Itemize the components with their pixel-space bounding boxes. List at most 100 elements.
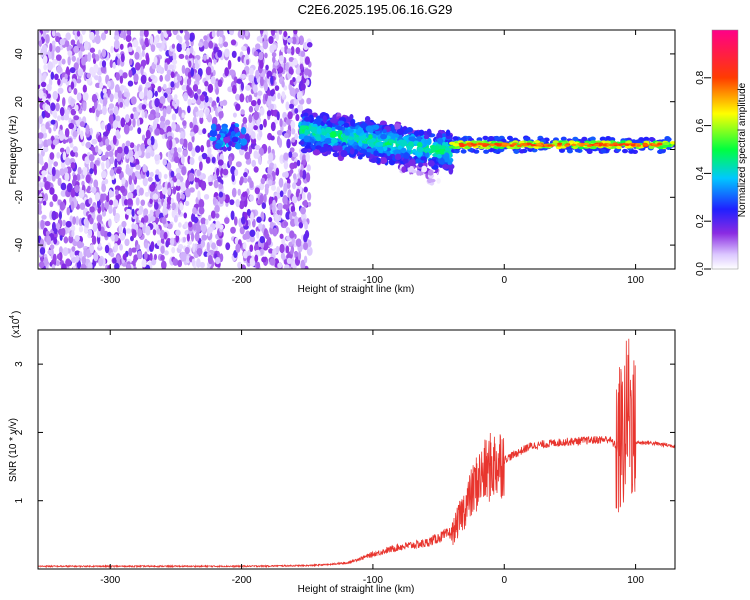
spectrogram-cell [536,143,542,146]
spectrogram-cell [136,209,143,216]
spectrogram-cell [112,199,119,207]
spectrogram-cell [250,137,257,145]
snr-background [38,330,675,569]
spectrogram-cell [304,145,311,149]
spectrogram-x-ticks: -300 -200 -100 0 100 [100,30,644,286]
spectrogram-cell [68,137,73,144]
spectrogram-cell [144,110,148,119]
spectrogram-cell [208,40,214,49]
spectrogram-cell [127,198,133,205]
spectrogram-cell [586,144,592,147]
spectrogram-cell [179,202,184,211]
spectrogram-cell [210,76,216,85]
spectrogram-cell [47,93,51,99]
spectrogram-cell [172,30,179,36]
spectrogram-cell [390,125,395,133]
spectrogram-cell [402,158,409,164]
spectrogram-cell [283,133,289,139]
colorbar-tick-label: 0.0 [695,262,706,276]
spectrogram-cell [146,89,153,100]
spectrogram-cell [47,61,54,71]
spectrogram-cell [156,64,162,74]
spectrogram-cell [64,172,70,182]
spectrogram-cell [303,199,308,208]
spectrogram-cell [281,236,286,245]
spectrogram-cell [89,168,94,175]
spectrogram-cell [230,210,235,221]
spectrogram-cell [154,97,160,108]
spectrogram-cell [106,195,110,203]
spectrogram-cell [109,169,115,177]
spectrogram-cell [181,64,186,74]
spectrogram-cell [186,78,192,86]
spectrogram-cell [348,136,353,141]
spectrogram-cell [140,38,144,47]
spectrogram-cell [177,243,184,250]
spectrogram-cell [149,35,154,45]
spectrogram-cell [137,250,142,260]
spectrogram-cell [97,135,102,143]
spectrogram-cell [51,221,56,232]
spectrogram-cell [203,35,208,41]
spectrogram-cell [157,85,162,93]
spectrogram-cell [244,30,249,37]
spectrogram-cell [277,262,283,269]
spectrogram-cell [355,129,361,136]
spectrogram-cell [294,215,298,226]
spectrogram-cell [302,159,307,166]
spectrogram-cell [194,233,200,240]
spectrogram-cell [283,182,288,192]
spectrogram-cell [78,190,85,199]
spectrogram-cell [41,214,47,220]
spectrogram-cell [72,146,78,153]
spectrogram-cell [184,54,189,60]
spectrogram-cell [601,143,607,147]
spectrogram-cell [149,253,153,261]
spectrogram-cell [82,166,88,172]
spectrogram-cell [79,202,86,211]
spectrogram-cell [188,172,195,182]
spectrogram-cell [534,140,541,144]
spectrogram-cell [273,60,279,66]
spectrogram-cell [146,170,150,178]
spectrogram-cell [67,50,73,57]
spectrogram-cell [246,46,251,55]
spectrogram-cell [171,43,176,49]
spectrogram-cell [254,144,261,151]
spectrogram-cell [180,154,185,165]
spectrogram-cell [128,175,133,186]
spectrogram-cell [77,166,82,175]
spectrogram-cell [70,81,75,90]
spectrogram-cell [166,161,172,171]
spectrogram-cell [56,65,63,74]
spectrogram-cell [493,135,500,141]
spectrogram-cell [195,182,199,190]
spectrogram-cell [347,128,354,133]
spectrogram-cell [304,56,310,65]
spectrogram-x-tick-label: -200 [232,275,252,286]
spectrogram-cell [264,183,270,190]
spectrogram-cell [209,129,218,137]
spectrogram-cell [301,169,307,180]
spectrogram-cell [268,248,274,254]
spectrogram-cell [204,95,209,103]
spectrogram-cell [85,124,90,135]
spectrogram-cell [96,214,103,223]
spectrogram-cell [445,129,451,137]
spectrogram-cell [400,147,407,154]
spectrogram-cell [219,197,224,204]
spectrogram-cell [104,199,110,210]
spectrogram-cell [146,152,151,159]
spectrogram-cell [243,177,248,184]
spectrogram-cell [360,122,368,129]
spectrogram-cell [286,183,291,189]
spectrogram-cell [194,62,200,70]
spectrogram-cell [49,244,55,250]
spectrogram-cell [109,93,114,101]
spectrogram-cell [288,151,293,159]
spectrogram-cell [72,174,78,182]
spectrogram-cell [298,134,303,140]
spectrogram-cell [190,67,195,77]
spectrogram-cell [189,34,194,42]
